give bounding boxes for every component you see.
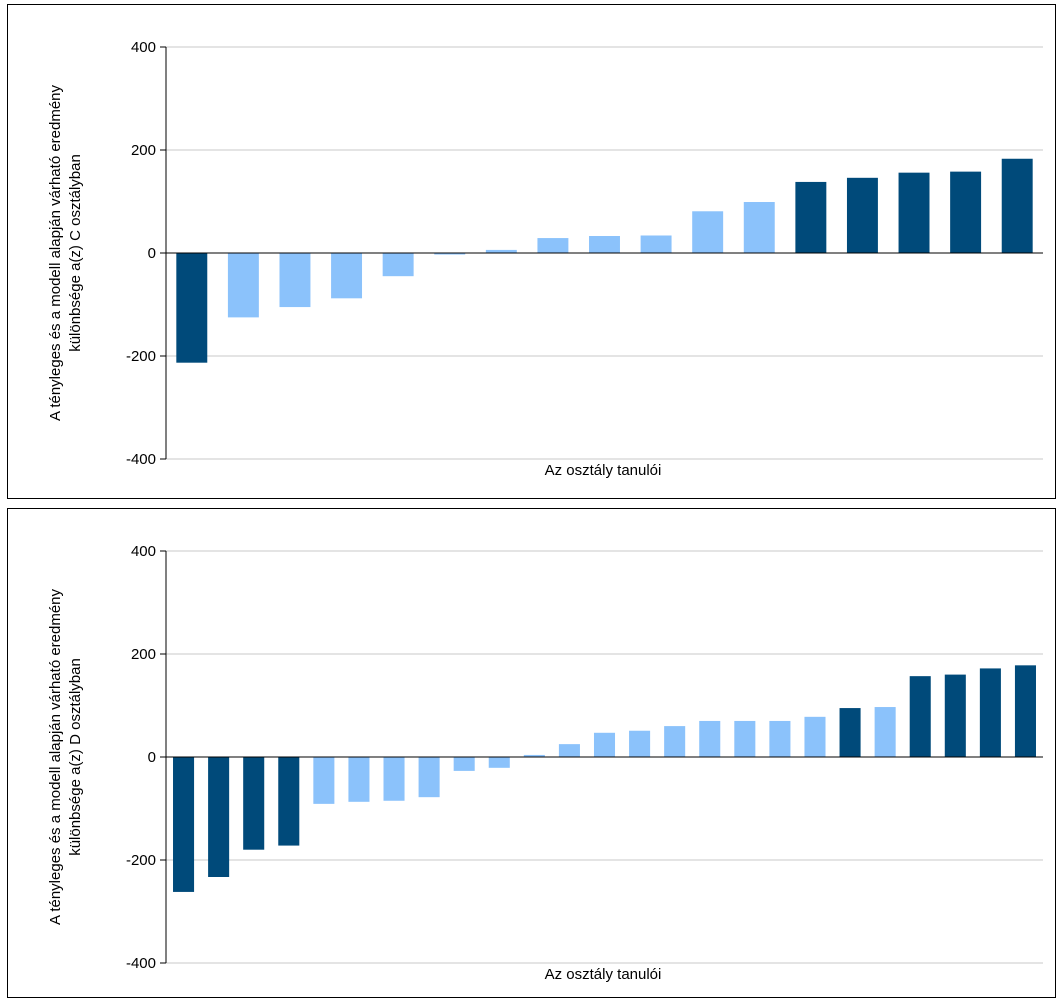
- bar: [640, 235, 672, 253]
- bar: [453, 757, 475, 771]
- bar: [804, 716, 826, 757]
- bar: [227, 253, 259, 318]
- bar: [173, 757, 195, 892]
- y-tick-label: -200: [126, 348, 156, 365]
- chart-d: A tényleges és a modell alapján várható …: [47, 543, 1043, 983]
- y-tick-label: -400: [126, 451, 156, 468]
- bar: [348, 757, 370, 802]
- bar: [434, 253, 466, 255]
- bar: [331, 253, 363, 299]
- xlabel: Az osztály tanulói: [545, 462, 662, 479]
- bar: [278, 757, 300, 846]
- bar: [874, 707, 896, 757]
- y-tick-label: 200: [131, 646, 156, 663]
- y-tick-label: 400: [131, 39, 156, 56]
- bar: [979, 668, 1001, 757]
- bar: [743, 202, 775, 253]
- bar: [418, 757, 440, 798]
- y-tick-label: -400: [126, 955, 156, 972]
- bar: [382, 253, 414, 277]
- ylabel-line-1: A tényleges és a modell alapján várható …: [47, 84, 64, 421]
- bar: [692, 211, 724, 253]
- y-tick-label: 0: [148, 245, 156, 262]
- chart-c: A tényleges és a modell alapján várható …: [47, 39, 1043, 479]
- chart-panel-c: A tényleges és a modell alapján várható …: [7, 4, 1056, 499]
- bar: [909, 676, 931, 757]
- bar: [313, 757, 335, 804]
- bar: [734, 720, 756, 757]
- bar: [1014, 665, 1036, 757]
- bar: [589, 236, 620, 253]
- bar: [485, 249, 517, 253]
- bar: [898, 172, 930, 253]
- bar: [664, 726, 686, 757]
- ylabel-line-2: különbsége a(z) C osztályban: [67, 154, 84, 352]
- bar: [243, 757, 265, 850]
- xlabel: Az osztály tanulói: [545, 966, 662, 983]
- bar: [846, 177, 878, 253]
- chart-panel-d: A tényleges és a modell alapján várható …: [7, 508, 1056, 998]
- bar: [629, 730, 651, 757]
- ylabel-line-2: különbsége a(z) D osztályban: [67, 658, 84, 856]
- bar: [488, 757, 510, 768]
- y-tick-label: -200: [126, 852, 156, 869]
- bar: [950, 171, 982, 253]
- bar: [558, 744, 580, 758]
- bar: [699, 720, 721, 757]
- y-tick-label: 200: [131, 142, 156, 159]
- bar: [176, 253, 208, 363]
- y-tick-label: 400: [131, 543, 156, 560]
- bar: [523, 754, 545, 757]
- y-tick-label: 0: [148, 749, 156, 766]
- bar: [839, 708, 861, 757]
- bar: [537, 238, 569, 253]
- bar: [769, 720, 791, 757]
- bar: [593, 732, 616, 757]
- bar: [944, 674, 966, 757]
- bar: [1001, 158, 1033, 253]
- ylabel-line-1: A tényleges és a modell alapján várható …: [47, 588, 64, 925]
- bar: [383, 757, 405, 801]
- bar: [208, 757, 230, 877]
- bar: [795, 181, 827, 253]
- bar: [279, 253, 311, 308]
